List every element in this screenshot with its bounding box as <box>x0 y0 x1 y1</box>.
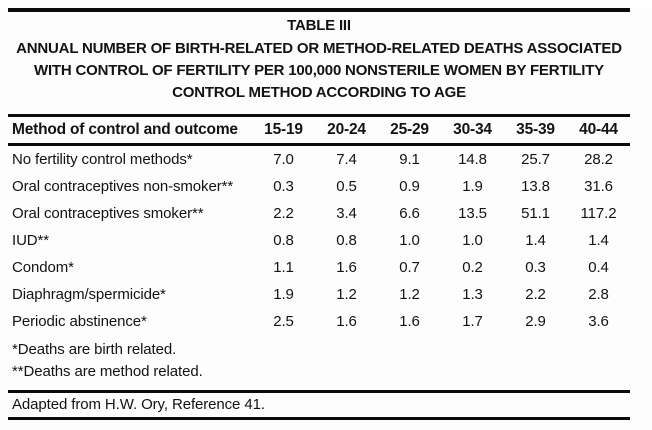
row-value: 9.1 <box>399 151 420 168</box>
row-value: 1.6 <box>336 313 357 330</box>
column-header-age-35-39: 35-39 <box>516 121 555 138</box>
row-value: 25.7 <box>521 151 550 168</box>
row-value: 13.8 <box>521 178 550 195</box>
table-row: No fertility control methods* 7.0 7.4 9.… <box>8 146 630 173</box>
row-value: 13.5 <box>458 205 487 222</box>
row-value: 1.1 <box>273 259 294 276</box>
row-value: 2.8 <box>588 286 609 303</box>
row-label: Oral contraceptives non-smoker** <box>12 178 234 195</box>
row-value: 1.9 <box>462 178 483 195</box>
row-value: 1.7 <box>462 313 483 330</box>
table-row: Oral contraceptives non-smoker** 0.3 0.5… <box>8 173 630 200</box>
column-header-age-30-34: 30-34 <box>453 121 492 138</box>
row-value: 14.8 <box>458 151 487 168</box>
table-heading-line-1: ANNUAL NUMBER OF BIRTH-RELATED OR METHOD… <box>16 40 622 57</box>
table-row: Diaphragm/spermicide* 1.9 1.2 1.2 1.3 2.… <box>8 281 630 308</box>
column-header-age-40-44: 40-44 <box>579 121 618 138</box>
table-row: IUD** 0.8 0.8 1.0 1.0 1.4 1.4 <box>8 227 630 254</box>
table-row: Periodic abstinence* 2.5 1.6 1.6 1.7 2.9… <box>8 308 630 335</box>
row-value: 0.7 <box>399 259 420 276</box>
table-header-row: Method of control and outcome 15-19 20-2… <box>8 114 630 146</box>
row-value: 3.6 <box>588 313 609 330</box>
row-value: 1.2 <box>336 286 357 303</box>
row-value: 7.4 <box>336 151 357 168</box>
row-value: 0.8 <box>336 232 357 249</box>
row-value: 3.4 <box>336 205 357 222</box>
row-value: 1.0 <box>399 232 420 249</box>
row-label: Diaphragm/spermicide* <box>12 286 166 303</box>
row-value: 28.2 <box>584 151 613 168</box>
row-label: Condom* <box>12 259 74 276</box>
row-label: Oral contraceptives smoker** <box>12 205 204 222</box>
row-value: 7.0 <box>273 151 294 168</box>
row-value: 2.2 <box>525 286 546 303</box>
column-header-method: Method of control and outcome <box>12 121 238 138</box>
row-value: 1.6 <box>399 313 420 330</box>
row-value: 0.4 <box>588 259 609 276</box>
column-header-age-15-19: 15-19 <box>264 121 303 138</box>
row-value: 1.2 <box>399 286 420 303</box>
table-body: No fertility control methods* 7.0 7.4 9.… <box>8 146 630 335</box>
row-value: 0.8 <box>273 232 294 249</box>
row-value: 51.1 <box>521 205 550 222</box>
row-value: 1.0 <box>462 232 483 249</box>
row-value: 0.3 <box>525 259 546 276</box>
table-row: Condom* 1.1 1.6 0.7 0.2 0.3 0.4 <box>8 254 630 281</box>
row-value: 0.5 <box>336 178 357 195</box>
row-value: 0.3 <box>273 178 294 195</box>
row-value: 31.6 <box>584 178 613 195</box>
row-value: 2.9 <box>525 313 546 330</box>
top-rule <box>8 8 630 12</box>
source-note: Adapted from H.W. Ory, Reference 41. <box>12 396 265 413</box>
table-row: Oral contraceptives smoker** 2.2 3.4 6.6… <box>8 200 630 227</box>
row-value: 2.5 <box>273 313 294 330</box>
source-top-rule <box>8 390 630 393</box>
column-header-age-20-24: 20-24 <box>327 121 366 138</box>
table-heading-line-2: WITH CONTROL OF FERTILITY PER 100,000 NO… <box>34 62 604 79</box>
row-value: 1.4 <box>588 232 609 249</box>
row-label: Periodic abstinence* <box>12 313 147 330</box>
row-value: 1.4 <box>525 232 546 249</box>
footnotes: *Deaths are birth related. **Deaths are … <box>8 339 630 383</box>
footnote-method-related: **Deaths are method related. <box>12 363 203 380</box>
row-value: 1.9 <box>273 286 294 303</box>
row-label: No fertility control methods* <box>12 151 193 168</box>
row-value: 0.9 <box>399 178 420 195</box>
bottom-rule <box>8 417 630 420</box>
footnote-birth-related: *Deaths are birth related. <box>12 341 177 358</box>
row-value: 6.6 <box>399 205 420 222</box>
table-page: TABLE III ANNUAL NUMBER OF BIRTH-RELATED… <box>0 8 652 430</box>
row-value: 117.2 <box>580 205 617 222</box>
row-value: 1.3 <box>462 286 483 303</box>
column-header-age-25-29: 25-29 <box>390 121 429 138</box>
row-value: 0.2 <box>462 259 483 276</box>
table-number: TABLE III <box>287 17 351 34</box>
table-heading: ANNUAL NUMBER OF BIRTH-RELATED OR METHOD… <box>8 38 630 104</box>
row-label: IUD** <box>12 232 50 249</box>
row-value: 1.6 <box>336 259 357 276</box>
table-heading-line-3: CONTROL METHOD ACCORDING TO AGE <box>172 84 466 101</box>
row-value: 2.2 <box>273 205 294 222</box>
